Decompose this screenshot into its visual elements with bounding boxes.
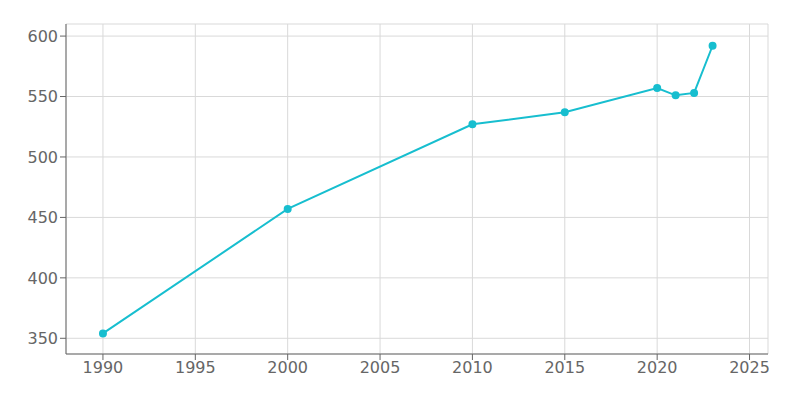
- svg-text:1995: 1995: [175, 358, 216, 377]
- svg-text:350: 350: [27, 329, 58, 348]
- svg-text:600: 600: [27, 27, 58, 46]
- svg-text:500: 500: [27, 148, 58, 167]
- svg-text:1990: 1990: [83, 358, 124, 377]
- svg-text:2015: 2015: [544, 358, 585, 377]
- svg-text:2000: 2000: [267, 358, 308, 377]
- svg-text:2005: 2005: [360, 358, 401, 377]
- svg-text:450: 450: [27, 208, 58, 227]
- svg-text:2025: 2025: [729, 358, 770, 377]
- svg-text:550: 550: [27, 87, 58, 106]
- svg-text:2010: 2010: [452, 358, 493, 377]
- svg-text:400: 400: [27, 269, 58, 288]
- svg-text:2020: 2020: [637, 358, 678, 377]
